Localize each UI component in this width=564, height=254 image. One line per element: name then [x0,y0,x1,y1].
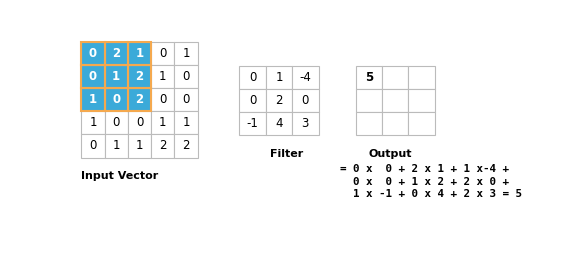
Bar [81,134,104,157]
Text: 0: 0 [182,93,190,106]
Bar [151,111,174,134]
Text: 2: 2 [112,47,120,60]
Bar [356,66,382,89]
Bar [128,88,151,111]
Bar [174,111,197,134]
Bar [356,112,382,135]
Bar [128,88,151,111]
Bar [151,134,174,157]
Bar [266,112,292,135]
Text: Filter: Filter [270,149,303,159]
Text: Output: Output [369,149,412,159]
Text: 2: 2 [135,70,143,83]
Bar [292,112,319,135]
Bar [151,65,174,88]
Bar [382,89,408,112]
Text: 1: 1 [136,139,143,152]
Bar [81,111,104,134]
Bar [81,88,104,111]
Bar [356,89,382,112]
Bar [266,89,292,112]
Bar [408,112,435,135]
Text: 0: 0 [249,71,256,84]
Text: 2: 2 [135,93,143,106]
Text: 1 x -1 + 0 x 4 + 2 x 3 = 5: 1 x -1 + 0 x 4 + 2 x 3 = 5 [340,189,522,199]
Text: 0: 0 [112,93,120,106]
Bar [128,65,151,88]
Text: 0: 0 [159,93,166,106]
Text: 1: 1 [112,70,120,83]
Text: 0: 0 [159,47,166,60]
Text: = 0 x  0 + 2 x 1 + 1 x-4 +: = 0 x 0 + 2 x 1 + 1 x-4 + [340,164,509,174]
Bar [128,42,151,65]
Bar [240,89,266,112]
Bar [128,111,151,134]
Bar [151,88,174,111]
Bar [292,66,319,89]
Bar [104,42,128,65]
Text: 1: 1 [89,116,96,129]
Text: 0: 0 [89,70,97,83]
Text: 2: 2 [275,94,283,107]
Bar [128,42,151,65]
Bar [128,65,151,88]
Text: 1: 1 [182,47,190,60]
Text: 4: 4 [275,117,283,130]
Bar [292,89,319,112]
Bar [104,134,128,157]
Bar [104,111,128,134]
Bar [174,65,197,88]
Bar [408,66,435,89]
Bar [104,65,128,88]
Text: Input Vector: Input Vector [81,171,158,181]
Text: 2: 2 [182,139,190,152]
Text: -1: -1 [246,117,258,130]
Text: 0: 0 [89,47,97,60]
Text: 0: 0 [302,94,309,107]
Bar [104,88,128,111]
Text: 3: 3 [302,117,309,130]
Bar [240,66,266,89]
Bar [240,112,266,135]
Bar [382,112,408,135]
Text: 1: 1 [135,47,143,60]
Text: 1: 1 [112,139,120,152]
Text: 1: 1 [159,70,166,83]
Text: 0 x  0 + 1 x 2 + 2 x 0 +: 0 x 0 + 1 x 2 + 2 x 0 + [340,177,509,187]
Text: 0: 0 [113,116,120,129]
Text: 1: 1 [159,116,166,129]
Bar [81,65,104,88]
Bar [128,134,151,157]
Text: 0: 0 [89,139,96,152]
Text: 0: 0 [136,116,143,129]
Bar [174,134,197,157]
Bar [266,66,292,89]
Bar [81,88,104,111]
Text: 5: 5 [365,71,373,84]
Text: 0: 0 [249,94,256,107]
Bar [174,42,197,65]
Bar [104,88,128,111]
Bar [81,65,104,88]
Text: 1: 1 [89,93,97,106]
Bar [104,42,128,65]
Text: 2: 2 [159,139,166,152]
Text: 1: 1 [182,116,190,129]
Text: 1: 1 [275,71,283,84]
Bar [104,65,128,88]
Bar [408,89,435,112]
Bar [81,42,104,65]
Bar [151,42,174,65]
Bar [382,66,408,89]
Text: -4: -4 [299,71,311,84]
Text: 0: 0 [182,70,190,83]
Bar [81,42,104,65]
Bar [174,88,197,111]
